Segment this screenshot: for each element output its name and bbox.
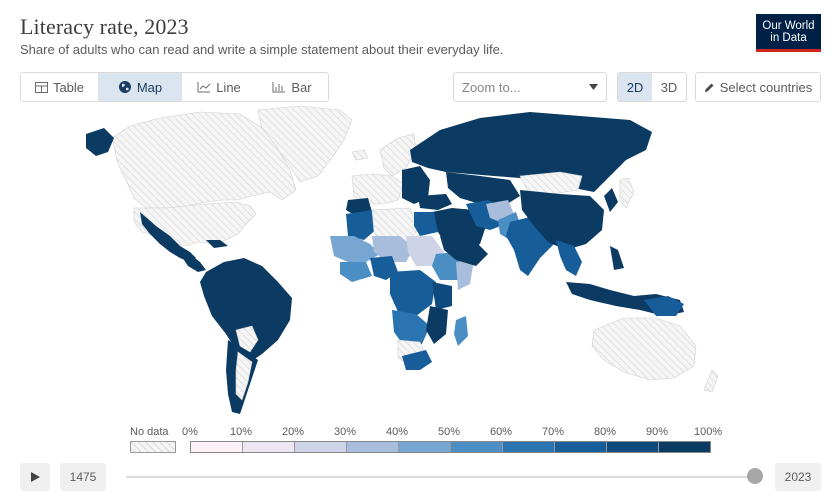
east-africa[interactable]	[432, 282, 452, 310]
tab-line-label: Line	[216, 79, 241, 95]
legend-tick: 70%	[542, 426, 565, 438]
zoom-placeholder: Zoom to...	[462, 79, 521, 95]
mongolia[interactable]	[519, 171, 583, 195]
new-zealand[interactable]	[703, 369, 719, 393]
legend-bin[interactable]	[607, 442, 659, 452]
central-america[interactable]	[180, 254, 206, 272]
logo-line-2: in Data	[770, 32, 807, 44]
arabian-peninsula[interactable]	[440, 236, 488, 266]
legend-bin[interactable]	[243, 442, 295, 452]
central-asia[interactable]	[446, 172, 520, 206]
logo-line-1: Our World	[762, 20, 815, 32]
philippines[interactable]	[610, 246, 624, 270]
tab-map[interactable]: Map	[98, 73, 182, 101]
legend-bin[interactable]	[555, 442, 607, 452]
legend-tick: 100%	[694, 426, 723, 438]
angola-drc-south[interactable]	[392, 310, 430, 346]
japan[interactable]	[619, 177, 635, 209]
select-countries-button[interactable]: Select countries	[695, 72, 821, 102]
chevron-down-icon	[589, 84, 598, 90]
south-africa[interactable]	[402, 350, 432, 370]
tab-map-label: Map	[136, 79, 163, 95]
toggle-3d[interactable]: 3D	[660, 79, 678, 95]
timeline-track[interactable]	[126, 476, 756, 478]
central-africa[interactable]	[390, 270, 436, 316]
tab-line[interactable]: Line	[182, 73, 256, 101]
line-chart-icon	[197, 82, 211, 93]
world-map	[86, 105, 719, 414]
turkey[interactable]	[418, 194, 452, 210]
china[interactable]	[520, 190, 604, 250]
australia[interactable]	[591, 317, 697, 381]
alaska[interactable]	[86, 128, 114, 156]
mozambique[interactable]	[426, 306, 448, 344]
owid-logo[interactable]: Our World in Data	[756, 14, 821, 52]
timeline-end-year[interactable]: 2023	[775, 463, 821, 491]
legend-bin[interactable]	[659, 442, 710, 452]
legend-color-bar	[190, 441, 711, 453]
tab-bar-label: Bar	[291, 79, 312, 95]
legend-bin[interactable]	[347, 442, 399, 452]
russia[interactable]	[410, 112, 652, 192]
legend-bin[interactable]	[295, 442, 347, 452]
legend-tick: 40%	[386, 426, 409, 438]
chart-title: Literacy rate, 2023	[20, 14, 189, 39]
legend-tick: 50%	[438, 426, 461, 438]
legend-tick: 90%	[646, 426, 669, 438]
southeast-asia[interactable]	[556, 240, 582, 276]
legend-no-data-swatch	[130, 441, 176, 453]
bar-chart-icon	[272, 82, 286, 93]
legend-no-data-label: No data	[130, 426, 169, 438]
tab-table[interactable]: Table	[21, 73, 98, 101]
legend-tick: 80%	[594, 426, 617, 438]
japan-korea[interactable]	[604, 188, 618, 212]
chart-subtitle: Share of adults who can read and write a…	[20, 42, 504, 57]
tab-table-label: Table	[52, 79, 85, 95]
legend-tick: 20%	[282, 426, 305, 438]
tab-bar[interactable]: Bar	[256, 73, 328, 101]
legend-tick: 60%	[490, 426, 513, 438]
western-europe[interactable]	[351, 173, 405, 205]
papua[interactable]	[644, 296, 684, 316]
somalia[interactable]	[456, 260, 474, 290]
madagascar[interactable]	[454, 316, 468, 346]
projection-toggle: 2D 3D	[617, 72, 687, 102]
mexico[interactable]	[140, 212, 196, 262]
timeline-start-year[interactable]: 1475	[60, 463, 106, 491]
iceland[interactable]	[351, 149, 369, 161]
north-africa-morocco[interactable]	[346, 210, 378, 240]
legend-tick: 30%	[334, 426, 357, 438]
toggle-2d[interactable]: 2D	[618, 73, 652, 101]
west-africa[interactable]	[330, 236, 380, 262]
caribbean[interactable]	[206, 240, 228, 248]
legend-bin[interactable]	[191, 442, 243, 452]
brazil-region[interactable]	[200, 258, 292, 362]
argentina-hatch[interactable]	[235, 351, 253, 401]
bolivia-region[interactable]	[235, 325, 259, 353]
globe-icon	[118, 81, 131, 93]
timeline-handle[interactable]	[747, 468, 763, 484]
table-icon	[34, 81, 48, 93]
zoom-select[interactable]: Zoom to...	[453, 72, 607, 102]
view-tabs: Table Map Line Bar	[20, 72, 329, 102]
play-icon	[30, 472, 40, 482]
gulf-guinea[interactable]	[340, 262, 372, 282]
play-button[interactable]	[20, 463, 50, 491]
legend-bin[interactable]	[399, 442, 451, 452]
legend-tick: 0%	[182, 426, 198, 438]
legend-tick: 10%	[230, 426, 253, 438]
egypt[interactable]	[414, 212, 438, 236]
canada[interactable]	[111, 111, 297, 209]
mali-niger[interactable]	[372, 236, 414, 262]
scandinavia[interactable]	[379, 133, 417, 177]
pencil-icon	[704, 83, 714, 92]
eastern-europe[interactable]	[402, 166, 430, 204]
legend-bin[interactable]	[451, 442, 503, 452]
legend-bin[interactable]	[503, 442, 555, 452]
select-countries-label: Select countries	[719, 79, 813, 95]
